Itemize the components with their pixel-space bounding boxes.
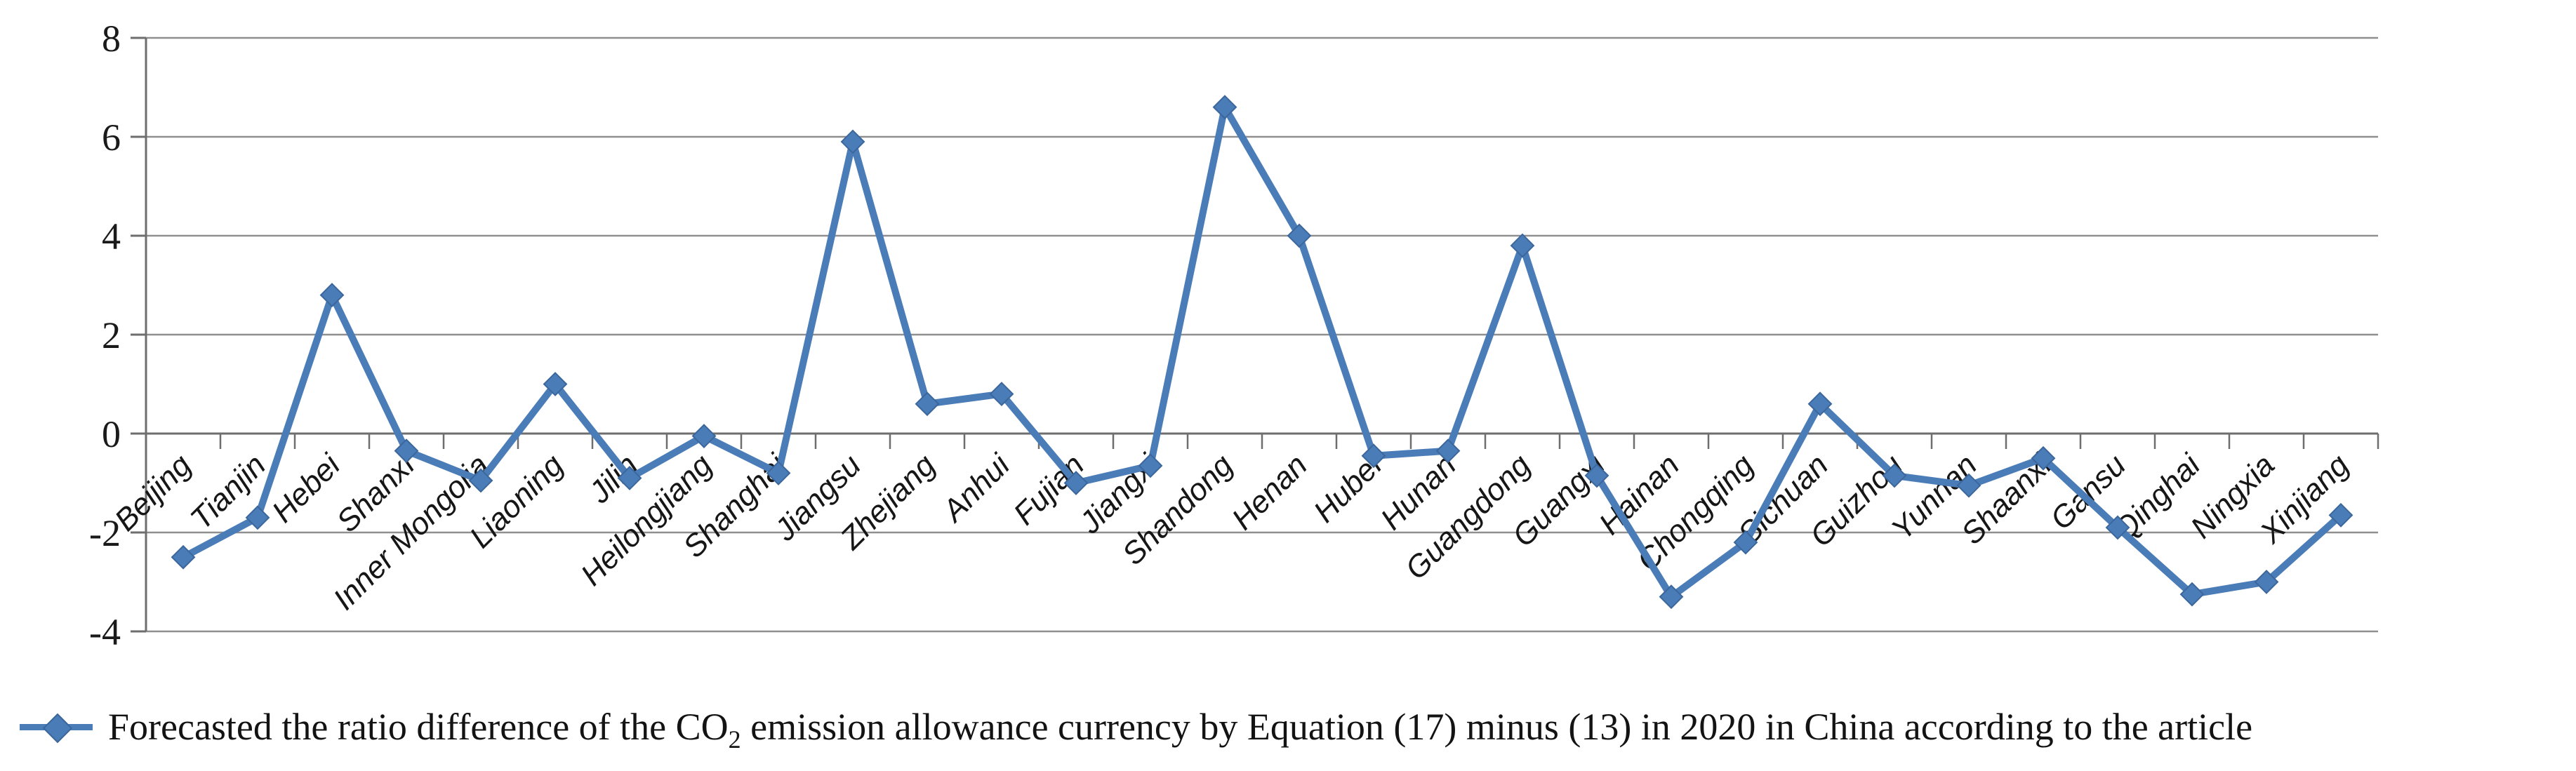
y-axis-tick-label: 4 [102, 215, 121, 257]
data-point-anhui [989, 382, 1014, 407]
data-point-sichuan [1807, 391, 1833, 417]
legend-label-suffix: emission allowance currency by Equation … [741, 706, 2253, 748]
data-point-gansu [2105, 515, 2130, 540]
data-point-guizhou [1882, 463, 1907, 488]
data-point-henan [1287, 223, 1312, 248]
data-point-xinjiang [2328, 502, 2353, 528]
legend-line-diamond-icon [20, 704, 93, 749]
legend-label: Forecasted the ratio difference of the C… [108, 705, 2253, 752]
data-point-beijing [171, 544, 196, 570]
data-point-hainan [1659, 584, 1684, 610]
data-point-shaanxi [2031, 445, 2056, 471]
y-axis-tick-label: 0 [102, 413, 121, 455]
y-axis-tick-label: 6 [102, 116, 121, 159]
y-axis-tick-label: 8 [102, 18, 121, 60]
chart-legend: Forecasted the ratio difference of the C… [20, 704, 2253, 752]
legend-label-prefix: Forecasted the ratio difference of the C… [108, 706, 729, 748]
data-series-line [180, 103, 2344, 601]
data-point-guangxi [1584, 463, 1609, 488]
data-point-yunnan [1956, 473, 1981, 498]
y-axis-tick-label: -2 [89, 512, 121, 554]
legend-diamond-icon [42, 713, 73, 744]
legend-label-subscript: 2 [728, 725, 741, 753]
data-point-hunan [1435, 438, 1461, 464]
data-point-liaoning [543, 372, 568, 396]
y-axis-tick-label: -4 [89, 611, 121, 653]
data-point-chongqing [1733, 530, 1758, 555]
data-point-shanghai [766, 460, 791, 485]
data-point-tianjin [245, 505, 270, 530]
data-point-hebei [319, 283, 345, 308]
data-point-jiangxi [1138, 453, 1163, 478]
data-point-guangdong [1510, 233, 1535, 258]
data-point-qinghai [2179, 582, 2205, 607]
data-point-ningxia [2254, 570, 2279, 594]
data-point-fujian [1063, 471, 1089, 495]
x-axis-category-label-henan: Henan [1226, 448, 1314, 536]
data-point-shandong [1212, 95, 1237, 120]
data-point-hubei [1361, 443, 1386, 469]
data-point-jiangsu [840, 129, 865, 154]
data-point-shanxi [394, 438, 419, 464]
data-point-zhejiang [915, 391, 940, 417]
data-point-jilin [617, 466, 642, 490]
data-point-inner-mongolia [468, 468, 493, 493]
x-axis-category-label-beijing: Beijing [108, 448, 198, 537]
y-axis-tick-label: 2 [102, 314, 121, 356]
x-axis-category-label-anhui: Anhui [935, 448, 1017, 530]
data-point-heilongjiang [691, 424, 717, 448]
